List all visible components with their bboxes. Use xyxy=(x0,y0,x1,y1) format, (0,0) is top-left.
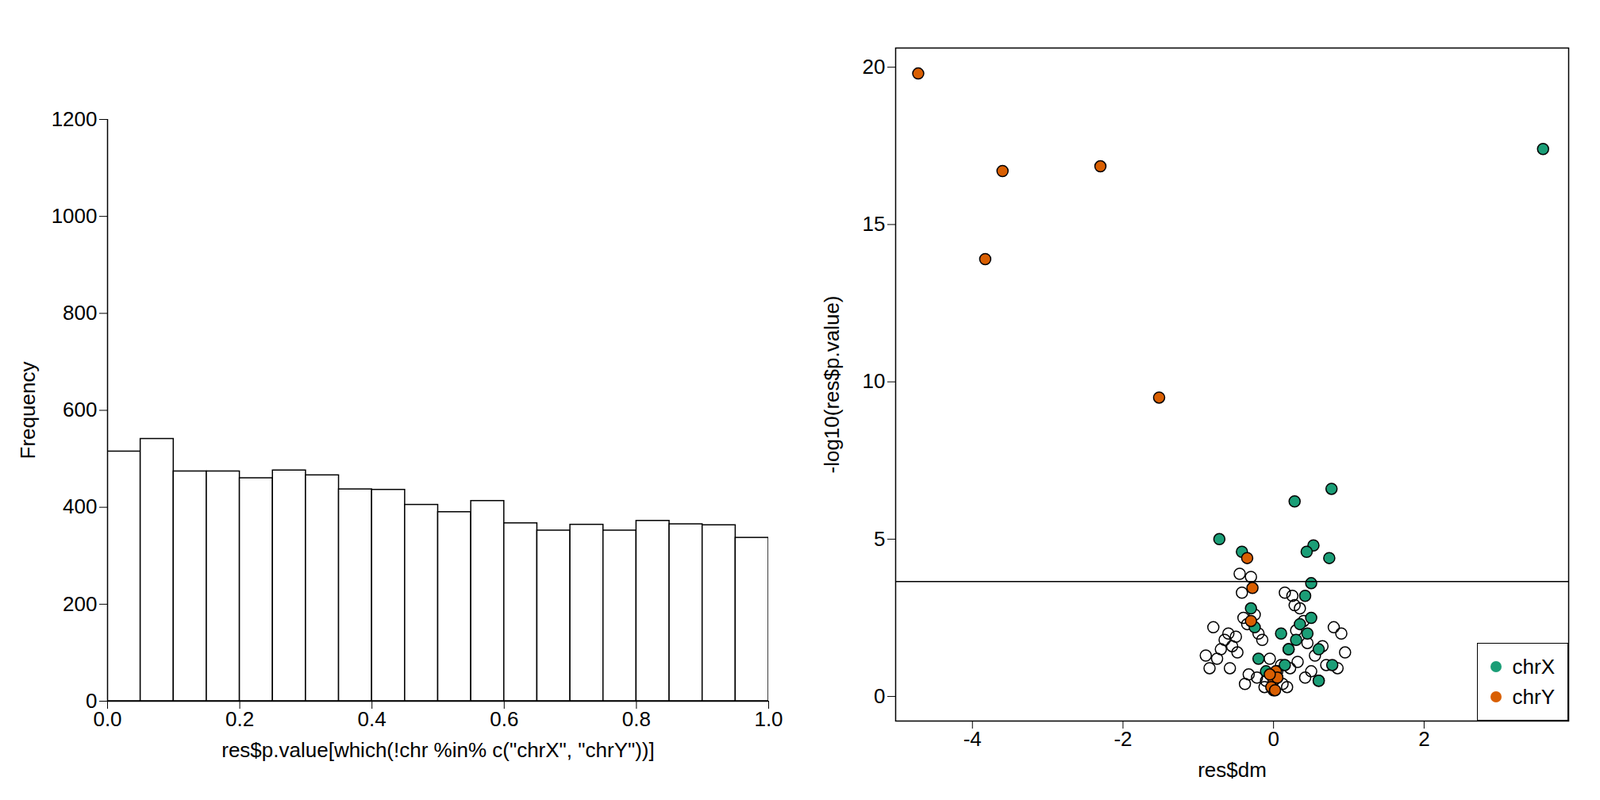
svg-text:10: 10 xyxy=(862,369,886,393)
svg-text:Frequency: Frequency xyxy=(15,361,40,460)
svg-text:-log10(res$p.value): -log10(res$p.value) xyxy=(819,295,844,474)
svg-text:-2: -2 xyxy=(1113,726,1132,751)
html-text:chrY: chrY xyxy=(1512,684,1555,709)
svg-text:0: 0 xyxy=(873,684,885,708)
svg-text:0: 0 xyxy=(1267,726,1279,751)
svg-text:res$p.value[which(!chr %in% c(: res$p.value[which(!chr %in% c("chrX", "c… xyxy=(221,738,655,762)
svg-text:800: 800 xyxy=(62,300,97,325)
svg-text:2: 2 xyxy=(1418,726,1430,751)
svg-text:5: 5 xyxy=(873,526,885,551)
svg-text:400: 400 xyxy=(62,494,97,519)
svg-text:0.4: 0.4 xyxy=(357,707,387,731)
html-text:chrX: chrX xyxy=(1512,654,1555,679)
svg-text:0: 0 xyxy=(85,688,98,713)
svg-text:1000: 1000 xyxy=(51,203,98,228)
svg-text:0.8: 0.8 xyxy=(622,707,651,731)
svg-text:15: 15 xyxy=(862,211,886,236)
svg-text:0.2: 0.2 xyxy=(225,707,254,731)
svg-text:20: 20 xyxy=(862,54,886,79)
svg-text:0.6: 0.6 xyxy=(489,707,519,731)
svg-text:-4: -4 xyxy=(963,726,982,751)
svg-text:1.0: 1.0 xyxy=(753,707,783,731)
svg-text:600: 600 xyxy=(62,397,97,422)
svg-text:0.0: 0.0 xyxy=(92,707,122,731)
svg-text:200: 200 xyxy=(62,592,97,616)
svg-text:res$dm: res$dm xyxy=(1197,757,1267,782)
svg-text:1200: 1200 xyxy=(51,107,98,131)
